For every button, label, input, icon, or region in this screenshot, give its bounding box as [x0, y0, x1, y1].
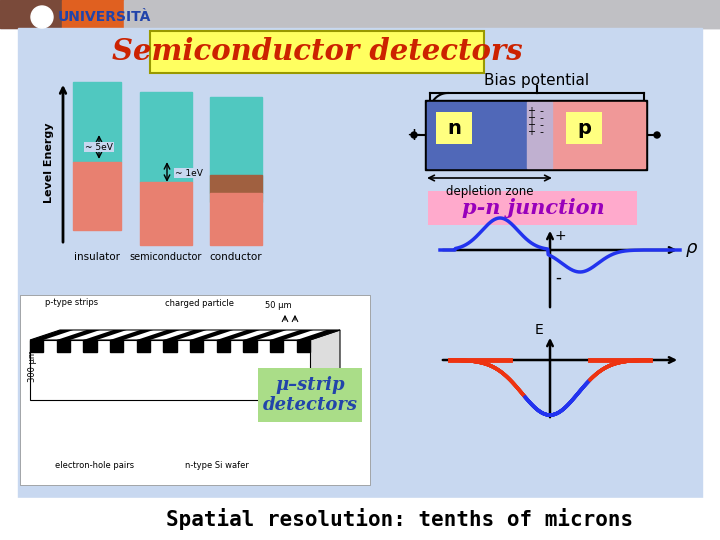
- Polygon shape: [84, 330, 127, 340]
- Text: n-type Si wafer: n-type Si wafer: [185, 461, 249, 470]
- Polygon shape: [57, 330, 100, 340]
- Text: Bias potential: Bias potential: [485, 72, 590, 87]
- Bar: [0, 0, 62, 28]
- Text: -: -: [555, 269, 561, 287]
- Polygon shape: [190, 330, 233, 340]
- Text: -: -: [539, 120, 543, 130]
- FancyBboxPatch shape: [258, 368, 362, 422]
- Bar: [73, 82, 121, 162]
- Text: Semiconductor detectors: Semiconductor detectors: [112, 37, 522, 66]
- Text: -: -: [539, 113, 543, 123]
- Bar: [527, 102, 552, 168]
- Bar: [552, 102, 645, 168]
- Circle shape: [654, 132, 660, 138]
- Text: 300 μm: 300 μm: [28, 350, 37, 382]
- Polygon shape: [163, 330, 207, 340]
- Polygon shape: [110, 330, 153, 340]
- Polygon shape: [217, 330, 260, 340]
- Text: insulator: insulator: [74, 252, 120, 262]
- Text: n: n: [447, 118, 461, 138]
- Bar: [140, 92, 192, 182]
- Bar: [0, 498, 720, 540]
- Polygon shape: [270, 330, 313, 340]
- Text: p: p: [577, 118, 591, 138]
- Polygon shape: [137, 330, 180, 340]
- Text: +: +: [527, 106, 535, 116]
- Bar: [425, 100, 647, 170]
- Text: +: +: [555, 229, 567, 243]
- Text: +: +: [407, 126, 421, 144]
- Text: -: -: [539, 127, 543, 137]
- Bar: [217, 340, 230, 352]
- Bar: [190, 340, 203, 352]
- Text: Level Energy: Level Energy: [44, 123, 54, 203]
- Text: μ–strip
detectors: μ–strip detectors: [263, 376, 358, 414]
- Text: ~ 1eV: ~ 1eV: [175, 168, 203, 178]
- Text: E: E: [534, 323, 543, 337]
- Bar: [0, 0, 720, 28]
- Circle shape: [31, 6, 53, 28]
- Text: electron-hole pairs: electron-hole pairs: [55, 461, 134, 470]
- Bar: [57, 340, 70, 352]
- Bar: [30, 340, 43, 352]
- Text: p-n junction: p-n junction: [462, 198, 604, 218]
- Bar: [140, 182, 192, 245]
- Bar: [210, 97, 262, 202]
- Circle shape: [411, 132, 417, 138]
- Text: charged particle: charged particle: [165, 299, 234, 308]
- Bar: [110, 340, 123, 352]
- Polygon shape: [243, 330, 287, 340]
- Bar: [210, 193, 262, 245]
- Text: UNIVERSITÀ: UNIVERSITÀ: [58, 10, 151, 24]
- Bar: [124, 0, 720, 28]
- Text: p-type strips: p-type strips: [45, 298, 98, 307]
- Bar: [73, 162, 121, 230]
- Text: 50 μm: 50 μm: [265, 301, 292, 310]
- Polygon shape: [30, 330, 340, 340]
- Bar: [20, 295, 370, 485]
- Polygon shape: [30, 330, 73, 340]
- Text: +: +: [527, 127, 535, 137]
- FancyBboxPatch shape: [428, 191, 637, 225]
- FancyBboxPatch shape: [150, 31, 484, 73]
- Bar: [30, 340, 310, 400]
- Text: -: -: [539, 106, 543, 116]
- Text: +: +: [527, 113, 535, 123]
- Bar: [163, 340, 176, 352]
- Bar: [84, 340, 96, 352]
- Polygon shape: [310, 330, 340, 400]
- Text: $\rho$: $\rho$: [685, 241, 698, 259]
- Bar: [243, 340, 256, 352]
- Bar: [427, 102, 527, 168]
- Text: -: -: [654, 126, 660, 144]
- Polygon shape: [297, 330, 340, 340]
- Text: Spatial resolution: tenths of microns: Spatial resolution: tenths of microns: [166, 508, 634, 530]
- Bar: [270, 340, 284, 352]
- Text: depletion zone: depletion zone: [446, 185, 534, 198]
- Text: +: +: [527, 120, 535, 130]
- Bar: [18, 28, 702, 498]
- Bar: [297, 340, 310, 352]
- FancyBboxPatch shape: [566, 112, 602, 144]
- Bar: [62, 0, 124, 28]
- Text: ~ 5eV: ~ 5eV: [85, 143, 113, 152]
- Bar: [210, 175, 262, 193]
- Bar: [137, 340, 150, 352]
- FancyBboxPatch shape: [436, 112, 472, 144]
- Text: conductor: conductor: [210, 252, 262, 262]
- Text: semiconductor: semiconductor: [130, 252, 202, 262]
